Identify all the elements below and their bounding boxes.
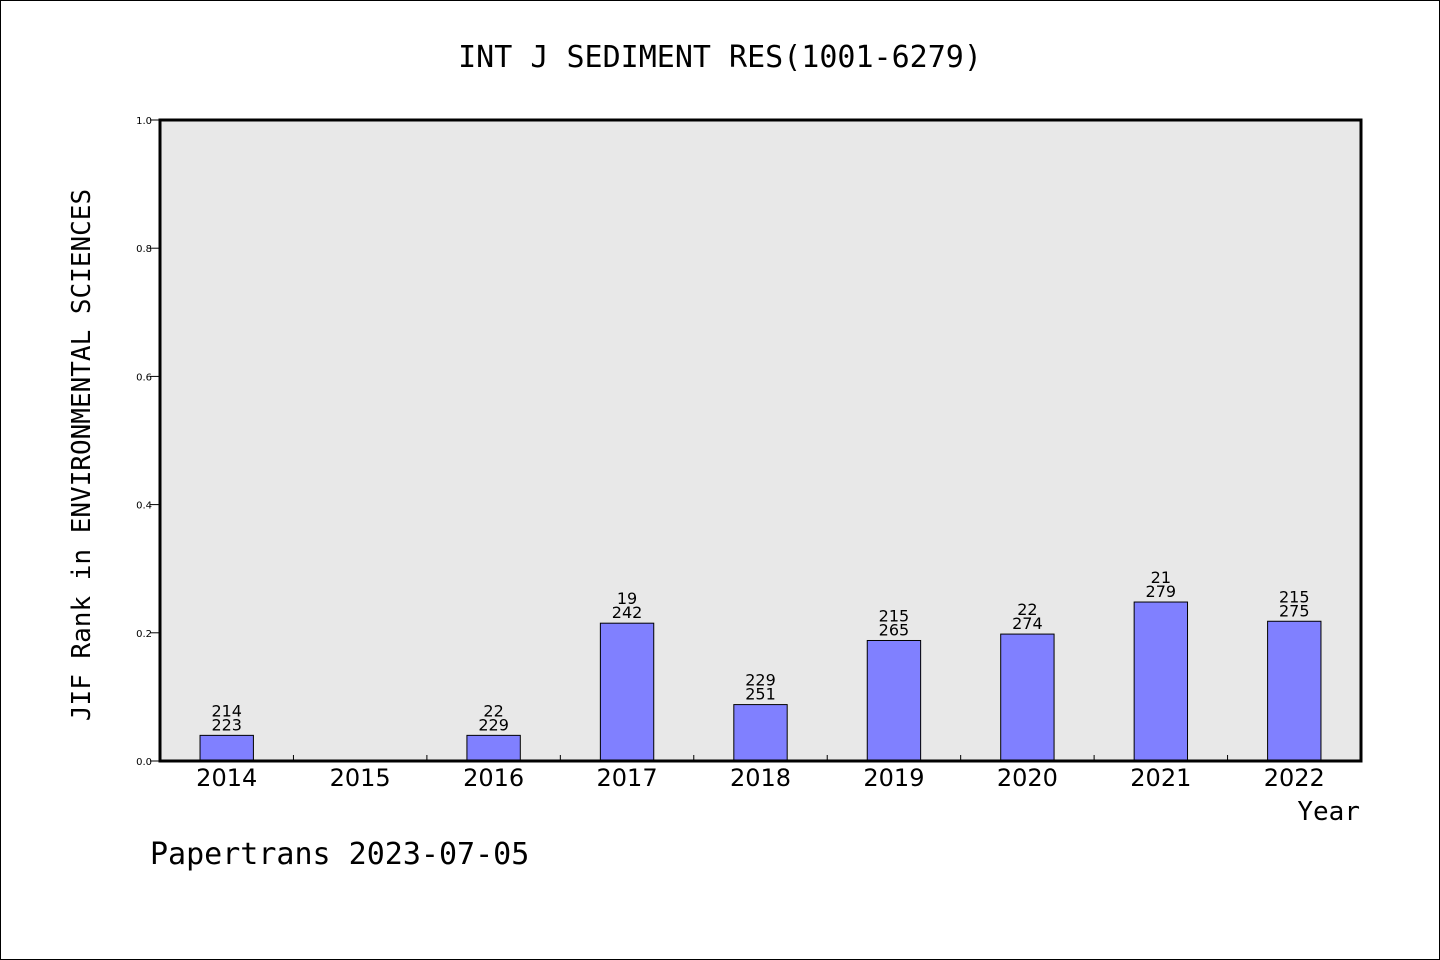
y-tick-label: 1.0: [136, 116, 152, 127]
x-tick-label-2021: 2021: [1130, 764, 1191, 792]
bar-label-total: 251: [745, 685, 776, 704]
x-tick-label-2018: 2018: [730, 764, 791, 792]
bars-layer: [199, 601, 1322, 762]
plot-border: [158, 118, 1363, 763]
bar-label-total: 229: [478, 715, 509, 734]
bar-label-rank: 215: [879, 606, 910, 625]
bar-2018: [733, 704, 788, 762]
x-tick-label-2014: 2014: [196, 764, 257, 792]
y-tick-label: 0.4: [136, 501, 152, 512]
bar-label-rank: 229: [745, 671, 776, 690]
y-tick-label: 0.2: [136, 629, 152, 640]
y-axis-label: JIF Rank in ENVIRONMENTAL SCIENCES: [67, 189, 97, 721]
bar-label-total: 275: [1279, 601, 1310, 620]
bar-label-total: 223: [211, 715, 242, 734]
x-axis-ticks: 2014 2015 2016 2017 2018 2019 2020 2021 2022: [196, 755, 1325, 792]
bar-label-rank: 19: [617, 589, 637, 608]
y-axis-ticks: 0.0 0.2 0.4 0.6 0.8 1.0: [136, 116, 160, 768]
bar-2014: [199, 734, 254, 762]
bar-2021: [1133, 601, 1189, 762]
bar-label-rank: 21: [1151, 568, 1171, 587]
y-tick-label: 0.0: [136, 757, 152, 768]
x-tick-label-2019: 2019: [863, 764, 924, 792]
bar-2020: [1000, 633, 1055, 762]
x-tick-label-2017: 2017: [597, 764, 658, 792]
bar-2017: [599, 622, 655, 762]
footer-credit: Papertrans 2023-07-05: [150, 837, 529, 872]
bar-label-total: 242: [612, 603, 643, 622]
x-tick-label-2022: 2022: [1264, 764, 1325, 792]
x-tick-label-2016: 2016: [463, 764, 524, 792]
x-tick-label-2020: 2020: [997, 764, 1058, 792]
bar-label-rank: 215: [1279, 587, 1310, 606]
y-tick-label: 0.6: [136, 372, 152, 383]
x-tick-label-2015: 2015: [330, 764, 391, 792]
bar-label-rank: 214: [211, 701, 242, 720]
bar-label-total: 274: [1012, 614, 1043, 633]
bar-label-total: 279: [1146, 582, 1177, 601]
bar-2019: [866, 639, 922, 762]
bar-label-rank: 22: [483, 701, 503, 720]
bar-2016: [466, 734, 521, 762]
chart-title: INT J SEDIMENT RES(1001-6279): [458, 40, 982, 75]
bar-2022: [1267, 620, 1322, 762]
y-tick-label: 0.8: [136, 244, 152, 255]
bar-label-total: 265: [879, 620, 910, 639]
x-axis-label: Year: [1297, 797, 1360, 827]
bar-label-rank: 22: [1017, 600, 1037, 619]
